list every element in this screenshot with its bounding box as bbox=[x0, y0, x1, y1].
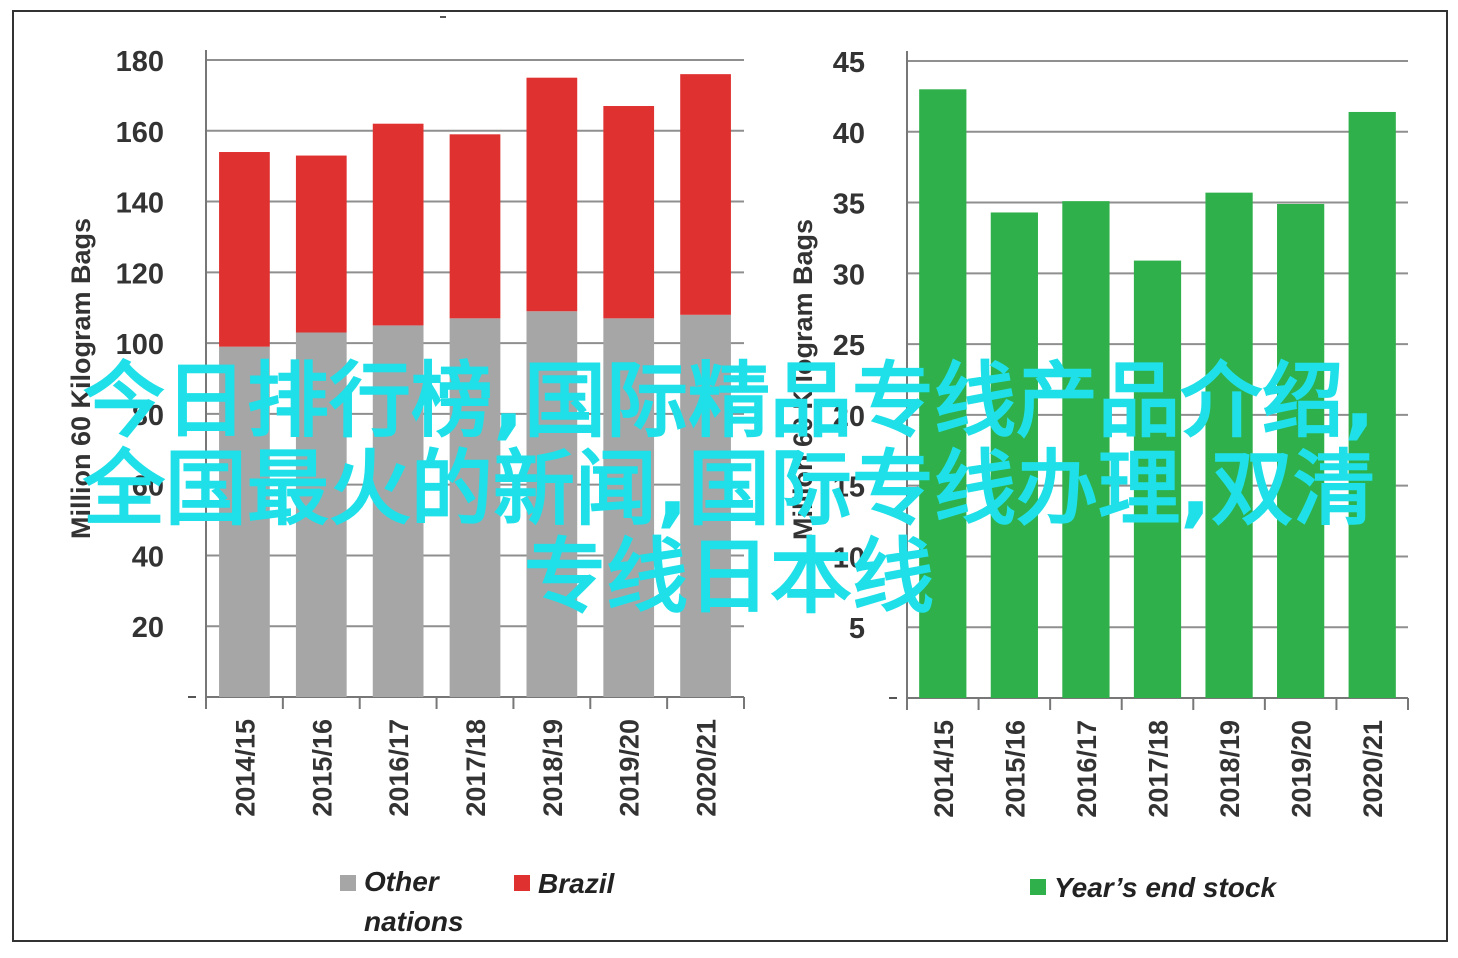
legend-label-other-nations: Other nations bbox=[364, 866, 464, 937]
bar bbox=[603, 106, 655, 319]
x-tick-label: 2019/20 bbox=[615, 719, 645, 817]
y-tick-label: 40 bbox=[833, 118, 865, 150]
y-tick-label: 120 bbox=[116, 258, 164, 290]
x-tick-label: 2017/18 bbox=[461, 719, 491, 817]
y-tick-label: 20 bbox=[132, 612, 164, 644]
legend-swatch-brazil bbox=[514, 875, 530, 891]
legend-swatch-other-nations bbox=[340, 875, 356, 891]
y-tick-label: 140 bbox=[116, 188, 164, 220]
x-tick-label: 2015/16 bbox=[1000, 720, 1030, 818]
bar bbox=[449, 318, 501, 697]
bar bbox=[526, 311, 578, 697]
y-tick-label: 35 bbox=[833, 189, 865, 221]
bar bbox=[219, 346, 270, 697]
bar bbox=[680, 74, 731, 315]
y-tick-label: 180 bbox=[116, 46, 164, 78]
x-tick-label: 2016/17 bbox=[1072, 720, 1102, 818]
x-tick-label: 2016/17 bbox=[384, 719, 414, 817]
bar bbox=[919, 89, 967, 699]
y-axis-title: Million 60 Kilogram Bags bbox=[788, 219, 818, 540]
legend-swatch-year-end-stock bbox=[1030, 879, 1046, 895]
stacked-bar-chart: 20 40 60 80 100 120 140 160 180 Million 60 Kilogr… bbox=[66, 46, 745, 817]
legend-right: Year’s end stock bbox=[1030, 870, 1276, 906]
y-tick-label: 15 bbox=[833, 472, 865, 504]
y-tick-label: 5 bbox=[849, 613, 865, 645]
y-tick-label: 100 bbox=[116, 329, 164, 361]
bar bbox=[1348, 111, 1396, 698]
legend-item-brazil: Brazil bbox=[514, 866, 614, 902]
y-tick-label: 40 bbox=[132, 541, 164, 573]
top-tick-mark bbox=[440, 16, 446, 18]
bar bbox=[219, 152, 270, 347]
y-tick-label: 25 bbox=[833, 330, 865, 362]
bar bbox=[295, 155, 347, 333]
x-tick-label: 2017/18 bbox=[1144, 720, 1174, 818]
y-tick-label: 20 bbox=[833, 401, 865, 433]
bar bbox=[1277, 203, 1325, 698]
y-tick-label: 30 bbox=[833, 259, 865, 291]
x-tick-label: 2015/16 bbox=[307, 719, 337, 817]
legend-left: Other nations Brazil bbox=[340, 866, 614, 942]
bar bbox=[1133, 260, 1182, 698]
bar bbox=[372, 325, 424, 697]
y-axis-title: Million 60 Kilogram Bags bbox=[66, 218, 96, 539]
x-tick-label: 2018/19 bbox=[538, 719, 568, 817]
bar bbox=[680, 314, 731, 697]
legend-item-year-end-stock: Year’s end stock bbox=[1030, 870, 1276, 906]
bar bbox=[295, 332, 347, 697]
x-tick-label: 2020/21 bbox=[692, 719, 722, 817]
bar bbox=[1205, 192, 1253, 698]
legend-item-other-nations: Other nations bbox=[340, 866, 474, 942]
y-tick-label: 10 bbox=[833, 542, 865, 574]
y-tick-label: 80 bbox=[132, 400, 164, 432]
x-tick-label: 2014/15 bbox=[230, 719, 260, 817]
x-tick-label: 2018/19 bbox=[1215, 720, 1245, 818]
x-tick-label: 2020/21 bbox=[1358, 720, 1388, 818]
bar bbox=[1062, 201, 1110, 698]
y-tick-label: 45 bbox=[833, 47, 865, 79]
x-tick-label: 2014/15 bbox=[929, 720, 959, 818]
bar bbox=[990, 212, 1038, 698]
legend-label-year-end-stock: Year’s end stock bbox=[1054, 872, 1277, 903]
legend-label-brazil: Brazil bbox=[538, 868, 615, 899]
bar bbox=[603, 318, 655, 697]
y-tick-label: 60 bbox=[132, 471, 164, 503]
bar bbox=[449, 134, 501, 319]
y-tick-label: 160 bbox=[116, 117, 164, 149]
bar bbox=[526, 77, 578, 312]
year-end-stock-bar-chart: 5 10 15 20 25 30 35 40 45 Million 60 Kilogram Bag… bbox=[788, 47, 1409, 818]
bar bbox=[372, 123, 424, 326]
x-tick-label: 2019/20 bbox=[1287, 720, 1317, 818]
